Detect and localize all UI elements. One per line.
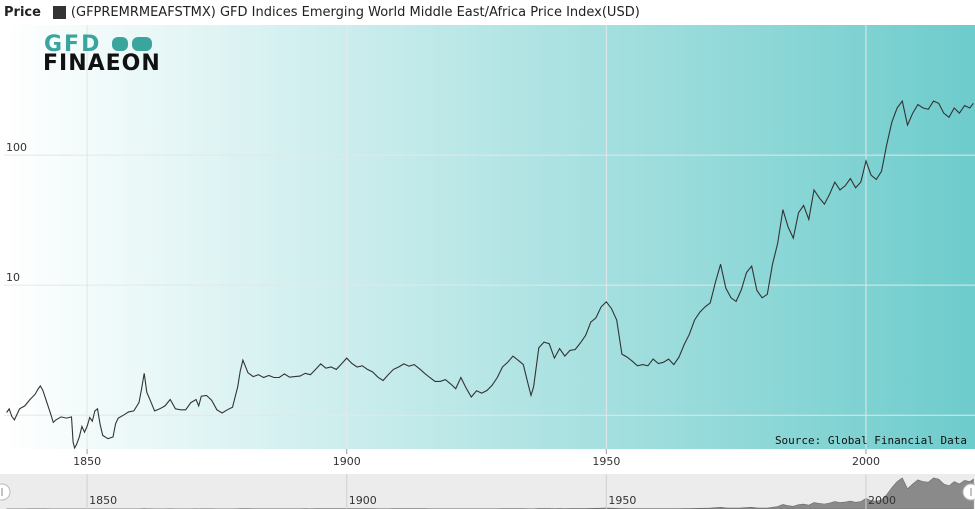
logo: GFD FINAEON — [43, 32, 161, 76]
logo-text-top: GFD — [44, 32, 101, 57]
plot-background — [4, 25, 975, 449]
navigator-handle-right[interactable] — [962, 483, 975, 501]
series-label[interactable]: (GFPREMRMEAFSTMX) GFD Indices Emerging W… — [70, 4, 640, 20]
navigator[interactable]: 1850 1900 1950 2000 — [0, 474, 975, 509]
source-note: Source: Global Financial Data — [775, 434, 967, 447]
x-tick-label: 1900 — [333, 455, 361, 468]
x-axis: 1850 1900 1950 2000 — [73, 449, 880, 468]
chart-legend: Price (GFPREMRMEAFSTMX) GFD Indices Emer… — [0, 0, 975, 24]
x-tick-label: 1850 — [73, 455, 101, 468]
y-axis: 10 100 — [6, 141, 27, 284]
x-tick-label: 1950 — [592, 455, 620, 468]
x-tick-label: 2000 — [852, 455, 880, 468]
y-tick-label: 10 — [6, 271, 20, 284]
price-label: Price — [4, 4, 41, 20]
navigator-tick-label: 1950 — [608, 494, 636, 507]
logo-text-bottom: FINAEON — [43, 51, 161, 76]
navigator-tick-label: 1900 — [349, 494, 377, 507]
navigator-tick-label: 2000 — [868, 494, 896, 507]
navigator-labels: 1850 1900 1950 2000 — [86, 474, 896, 509]
series-swatch-icon — [52, 5, 66, 19]
series-line[interactable] — [6, 99, 974, 450]
leaf-right-icon — [132, 37, 152, 51]
leaf-left-icon — [112, 37, 128, 51]
navigator-tick-label: 1850 — [89, 494, 117, 507]
y-tick-label: 100 — [6, 141, 27, 154]
grid-lines — [4, 25, 975, 449]
